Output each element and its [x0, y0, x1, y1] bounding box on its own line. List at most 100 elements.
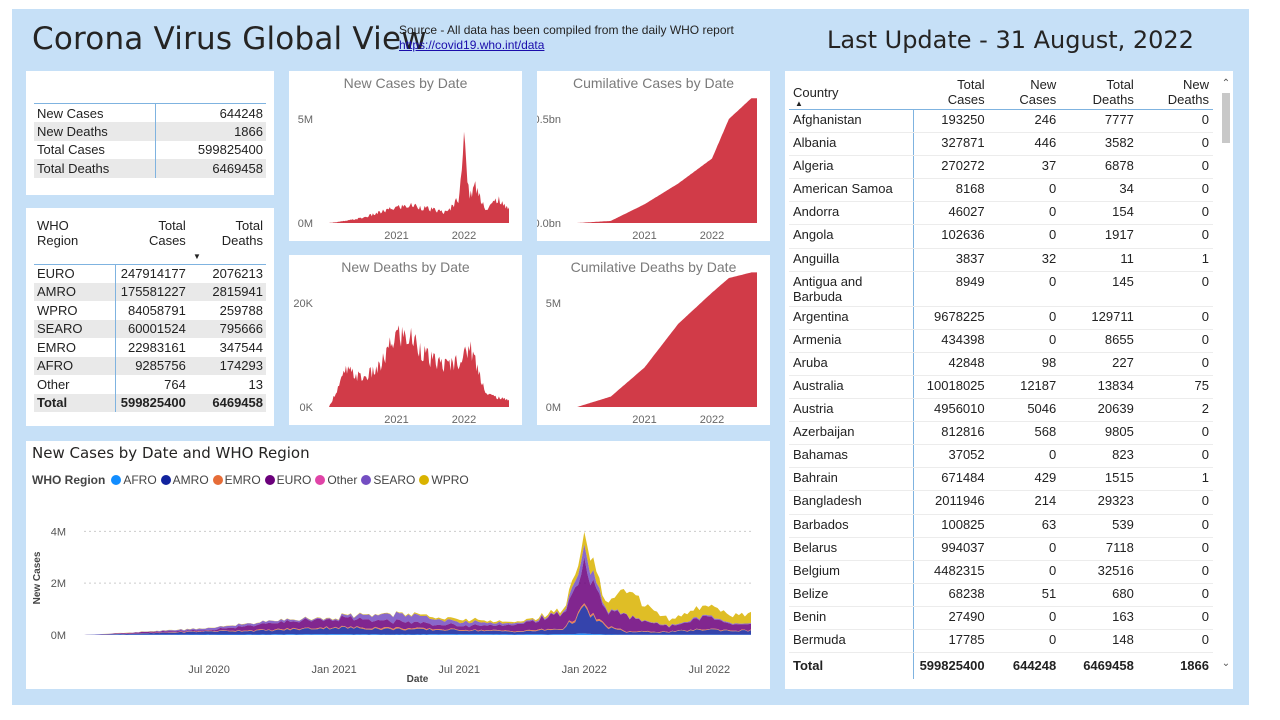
header-who-region[interactable]: WHO Region: [37, 218, 79, 248]
country-name: American Samoa: [789, 178, 914, 203]
legend-item[interactable]: AFRO: [111, 473, 157, 487]
legend-item[interactable]: SEARO: [361, 473, 415, 487]
legend-dot-icon: [264, 475, 275, 485]
table-row[interactable]: Belize 68238 51 680 0: [789, 583, 1213, 607]
table-row[interactable]: Barbados 100825 63 539 0: [789, 514, 1213, 538]
total-cases: 100825: [913, 514, 989, 538]
table-row[interactable]: Bangladesh 2011946 214 29323 0: [789, 490, 1213, 515]
table-row[interactable]: Azerbaijan 812816 568 9805 0: [789, 421, 1213, 446]
legend-label: AMRO: [172, 473, 209, 487]
total-deaths: 227: [1060, 352, 1138, 376]
cumulative-deaths-chart[interactable]: Cumilative Deaths by Date 5M 0M 2021 2022: [537, 255, 770, 426]
table-row[interactable]: SEARO 60001524 795666: [34, 319, 266, 338]
table-row[interactable]: Austria 4956010 5046 20639 2: [789, 398, 1213, 423]
kpi-label: Total Cases: [37, 142, 105, 158]
new-deaths-chart[interactable]: New Deaths by Date 20K 0K 2021 2022: [289, 255, 522, 426]
table-row[interactable]: Armenia 434398 0 8655 0: [789, 329, 1213, 353]
kpi-label: New Cases: [34, 103, 156, 122]
table-row[interactable]: Algeria 270272 37 6878 0: [789, 155, 1213, 180]
region-total-deaths: 259788: [219, 302, 263, 318]
table-row[interactable]: Antigua and Barbuda 8949 0 145 0: [789, 271, 1213, 307]
table-row[interactable]: Anguilla 3837 32 11 1: [789, 248, 1213, 272]
legend-dot-icon: [315, 475, 326, 485]
cumulative-cases-chart[interactable]: Cumilative Cases by Date 0.5bn 0.0bn 2021 2…: [533, 71, 770, 242]
country-card: Country ▲ Total Cases New Cases Total Dea…: [785, 71, 1233, 689]
legend-item[interactable]: Other: [315, 473, 357, 487]
new-deaths: 0: [1137, 514, 1213, 538]
scroll-thumb[interactable]: [1222, 93, 1230, 143]
total-cases: 42848: [913, 352, 989, 376]
legend-title: WHO Region: [32, 473, 106, 487]
new-deaths: 0: [1137, 444, 1213, 469]
legend-label: WPRO: [431, 473, 469, 487]
table-row[interactable]: Afghanistan 193250 246 7777 0: [789, 109, 1213, 134]
table-row[interactable]: EMRO 22983161 347544: [34, 338, 266, 357]
total-deaths: 154: [1060, 201, 1138, 226]
total-cases: 671484: [913, 467, 989, 492]
table-row[interactable]: Bermuda 17785 0 148 0: [789, 629, 1213, 654]
region-chart[interactable]: New Cases by Date and WHO Region WHO Reg…: [26, 441, 770, 689]
table-row[interactable]: Bahrain 671484 429 1515 1: [789, 467, 1213, 492]
table-row[interactable]: Aruba 42848 98 227 0: [789, 352, 1213, 376]
total-cases: 4482315: [913, 560, 989, 584]
table-row[interactable]: Bahamas 37052 0 823 0: [789, 444, 1213, 469]
new-cases: 214: [988, 490, 1061, 515]
source-text: Source - All data has been compiled from…: [399, 23, 734, 37]
new-cases-chart[interactable]: New Cases by Date 5M 0M 2021 2022: [289, 71, 522, 242]
new-cases: 0: [988, 271, 1061, 307]
legend-item[interactable]: WPRO: [419, 473, 469, 487]
table-row[interactable]: Australia 10018025 12187 13834 75: [789, 375, 1213, 400]
new-cases: 0: [988, 537, 1061, 561]
legend-label: AFRO: [123, 473, 157, 487]
header-total-cases[interactable]: Total Cases ▼: [148, 218, 201, 261]
country-name: Algeria: [789, 155, 914, 180]
table-row[interactable]: Belarus 994037 0 7118 0: [789, 537, 1213, 561]
header-new-deaths[interactable]: New Deaths: [1137, 75, 1213, 110]
country-name: Anguilla: [789, 248, 914, 272]
scroll-up-icon[interactable]: ⌃: [1221, 78, 1231, 89]
header-new-cases[interactable]: New Cases: [988, 75, 1061, 110]
vertical-scrollbar[interactable]: ⌃ ⌄: [1221, 79, 1231, 669]
legend-item[interactable]: EURO: [264, 473, 311, 487]
table-row[interactable]: AFRO 9285756 174293: [34, 356, 266, 375]
header-total-deaths[interactable]: Total Deaths: [1060, 75, 1138, 110]
country-name: Bermuda: [789, 629, 914, 654]
table-row[interactable]: Albania 327871 446 3582 0: [789, 132, 1213, 157]
x-tick-label: 2021: [632, 414, 656, 425]
y-tick-label: 0.5bn: [537, 114, 561, 126]
kpi-card: New Cases 644248 New Deaths 1866 Total Cases…: [26, 71, 274, 195]
country-name: Angola: [789, 224, 914, 249]
region-total-cases: 84058791: [127, 302, 186, 318]
legend-item[interactable]: AMRO: [160, 473, 209, 487]
scroll-down-icon[interactable]: ⌄: [1221, 658, 1231, 669]
legend-item[interactable]: EMRO: [212, 473, 261, 487]
source-link[interactable]: https://covid19.who.int/data: [399, 38, 545, 52]
table-row[interactable]: EURO 247914177 2076213: [34, 263, 266, 283]
total-row: Total 599825400 644248 6469458 1866: [789, 652, 1213, 679]
region-name: AFRO: [34, 356, 116, 375]
table-row[interactable]: Belgium 4482315 0 32516 0: [789, 560, 1213, 584]
table-row[interactable]: WPRO 84058791 259788: [34, 301, 266, 320]
table-row[interactable]: Benin 27490 0 163 0: [789, 606, 1213, 630]
table-row[interactable]: Other 764 13: [34, 375, 266, 394]
table-row[interactable]: AMRO 175581227 2815941: [34, 282, 266, 301]
header-total-cases[interactable]: Total Cases: [913, 75, 989, 110]
new-deaths: 1: [1137, 467, 1213, 492]
y-tick-label: 0K: [300, 402, 314, 414]
total-deaths: 1515: [1060, 467, 1138, 492]
table-row[interactable]: Angola 102636 0 1917 0: [789, 224, 1213, 249]
header-total-deaths[interactable]: Total Deaths: [221, 218, 263, 248]
new-cases: 0: [988, 201, 1061, 226]
new-cases: 0: [988, 560, 1061, 584]
total-row: Total 599825400 6469458: [34, 393, 266, 412]
legend-label: SEARO: [373, 473, 416, 487]
table-row[interactable]: American Samoa 8168 0 34 0: [789, 178, 1213, 203]
sort-desc-icon: ▼: [193, 252, 201, 261]
region-name: SEARO: [34, 319, 116, 338]
table-row[interactable]: Argentina 9678225 0 129711 0: [789, 306, 1213, 330]
header-country[interactable]: Country ▲: [789, 75, 914, 110]
new-deaths: 0: [1137, 306, 1213, 330]
new-cases: 0: [988, 329, 1061, 353]
table-row[interactable]: Andorra 46027 0 154 0: [789, 201, 1213, 226]
stack-series-emro: [84, 603, 751, 635]
